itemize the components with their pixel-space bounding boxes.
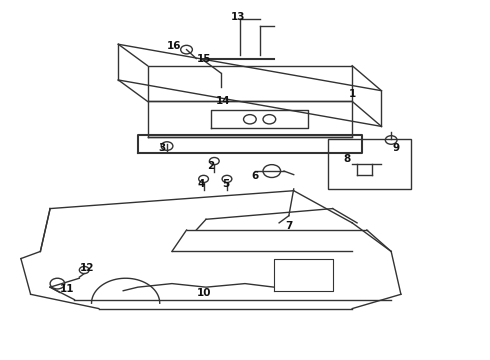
Text: 13: 13 xyxy=(230,13,245,22)
Text: 7: 7 xyxy=(285,221,293,231)
Text: 16: 16 xyxy=(167,41,182,51)
Text: 14: 14 xyxy=(216,96,230,107)
Text: 12: 12 xyxy=(79,262,94,273)
Bar xyxy=(328,139,411,189)
Text: 9: 9 xyxy=(392,143,400,153)
Text: 15: 15 xyxy=(196,54,211,64)
Text: 11: 11 xyxy=(60,284,74,294)
Text: 2: 2 xyxy=(207,161,215,171)
Text: 8: 8 xyxy=(343,154,351,163)
Text: 1: 1 xyxy=(348,89,356,99)
Text: 4: 4 xyxy=(197,179,205,189)
Text: 6: 6 xyxy=(251,171,258,181)
Text: 10: 10 xyxy=(196,288,211,297)
Text: 3: 3 xyxy=(159,143,166,153)
Text: 5: 5 xyxy=(222,179,229,189)
